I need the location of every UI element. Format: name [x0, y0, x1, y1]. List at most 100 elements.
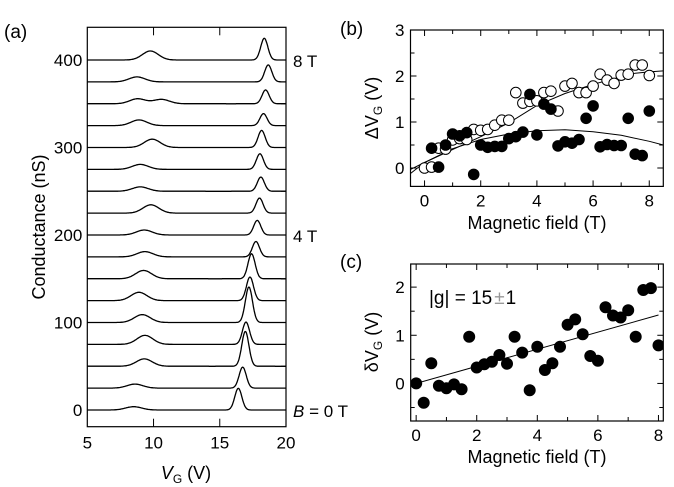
field-symbol: B: [293, 402, 304, 421]
plus-minus-symbol: ±: [494, 288, 504, 309]
data-point-data: [523, 384, 536, 397]
data-point-open: [608, 77, 620, 90]
trace-6.5T: [87, 112, 286, 127]
data-point-filled: [496, 140, 508, 153]
data-point-data: [425, 357, 438, 370]
panel-c-delta-vg-linear: (c) 0 2 4 6 8 0 1 2 |g| = 15 ±1 δVG (V) Magnetic…: [340, 252, 664, 467]
y-axis-title-c: δVG (V): [362, 312, 385, 372]
data-point-data: [569, 313, 582, 326]
data-point-filled: [432, 161, 445, 173]
y-axis-title-b: ΔVG (V): [362, 77, 385, 139]
trace-5T: [87, 176, 286, 192]
x-tick-label: 0: [420, 191, 429, 210]
data-point-filled: [467, 168, 480, 181]
y-tick-label: 3: [395, 21, 404, 40]
g-factor-text: |g| = 15: [429, 288, 492, 309]
data-point-open: [545, 85, 557, 97]
plot-area-c: 0 2 4 6 8 0 1 2: [395, 263, 664, 445]
y-tick-label-a: 300: [54, 139, 82, 158]
field-labels: 8 T 4 T B = 0 T: [293, 52, 348, 421]
plot-area-b: 0 2 4 6 8 0 1 2 3: [395, 21, 664, 210]
data-point-filled: [425, 142, 438, 154]
data-point-data: [485, 355, 498, 368]
data-point-open: [622, 68, 635, 80]
plot-frame-a: [86, 26, 287, 428]
x-axis-title-a-sub: G: [173, 472, 182, 486]
x-tick-label: 2: [472, 426, 481, 445]
field-label: B = 0 T: [293, 402, 348, 421]
y-axis-title-c-sub: G: [371, 341, 385, 350]
data-point-data: [508, 330, 521, 343]
data-point-data: [546, 357, 559, 370]
conductance-traces: [87, 37, 286, 411]
data-point-filled: [636, 149, 649, 162]
y-tick-label: 1: [395, 113, 404, 132]
data-point-open: [636, 59, 649, 71]
x-tick-label: 4: [532, 191, 541, 210]
trace-3.5T: [87, 240, 286, 258]
x-tick-label-a: 5: [83, 434, 92, 453]
y-axis-title-c-unit: (V): [362, 312, 382, 341]
data-point-data: [501, 357, 513, 370]
plot-content: [410, 282, 664, 409]
x-tick-label: 8: [654, 426, 663, 445]
x-tick-label: 4: [533, 426, 542, 445]
y-tick-label-a: 200: [54, 226, 82, 245]
y-tick-label-a: 400: [54, 51, 82, 70]
data-point-filled: [622, 112, 635, 125]
data-point-open: [503, 114, 515, 126]
panel-label-a: (a): [4, 22, 27, 43]
data-point-filled: [531, 129, 543, 141]
y-axis-title-b-sub: G: [371, 106, 385, 115]
data-point-filled: [439, 139, 452, 151]
g-factor-annotation: |g| = 15 ±1: [429, 288, 516, 309]
trace-6T: [87, 129, 286, 149]
x-tick-label-a: 20: [277, 434, 296, 453]
trace-5.5T: [87, 153, 286, 171]
y-tick-label: 1: [395, 326, 404, 345]
y-tick-label: 2: [395, 278, 404, 297]
x-tick-label: 6: [593, 426, 602, 445]
y-tick-label: 0: [395, 159, 404, 178]
trace-1.5T: [87, 321, 286, 346]
data-point-open: [566, 77, 578, 90]
y-axis-title-c-main: δV: [362, 350, 382, 372]
data-point-data: [576, 328, 589, 341]
data-point-filled: [573, 133, 585, 146]
x-tick-label: 6: [588, 191, 597, 210]
data-point-data: [622, 304, 635, 317]
data-point-filled: [587, 100, 599, 112]
x-axis-title-b: Magnetic field (T): [467, 213, 606, 233]
data-point-filled: [643, 105, 656, 117]
data-point-data: [652, 339, 664, 352]
trace-2.5T: [87, 276, 286, 302]
data-point-filled: [517, 126, 529, 138]
y-axis-title-a: Conductance (nS): [29, 154, 49, 299]
panel-label-b: (b): [340, 19, 363, 40]
data-point-filled: [545, 103, 557, 115]
data-point-filled: [580, 112, 592, 125]
data-point-data: [516, 346, 529, 359]
data-point-data: [531, 340, 544, 353]
trace-7.5T: [87, 64, 286, 83]
plot-content: [410, 59, 664, 181]
panel-b-delta-vg: (b) 0 2 4 6 8 0 1 2 3 ΔVG (V) Magnetic field (T): [340, 19, 664, 233]
data-point-filled: [615, 139, 628, 152]
data-point-data: [644, 282, 657, 295]
x-tick-label-a: 10: [144, 434, 163, 453]
x-tick-label: 2: [476, 191, 485, 210]
data-point-data: [463, 330, 476, 343]
data-point-data: [554, 340, 566, 353]
data-point-open: [587, 80, 599, 92]
field-label: 8 T: [293, 52, 317, 71]
trace-3T: [87, 253, 286, 280]
data-point-data: [614, 311, 627, 324]
data-point-data: [455, 383, 468, 396]
field-value: = 0 T: [304, 402, 348, 421]
trace-0T: [87, 387, 286, 411]
x-tick-label-a: 15: [210, 434, 229, 453]
x-axis-title-a-main: V: [161, 463, 175, 483]
data-point-data: [538, 364, 551, 376]
